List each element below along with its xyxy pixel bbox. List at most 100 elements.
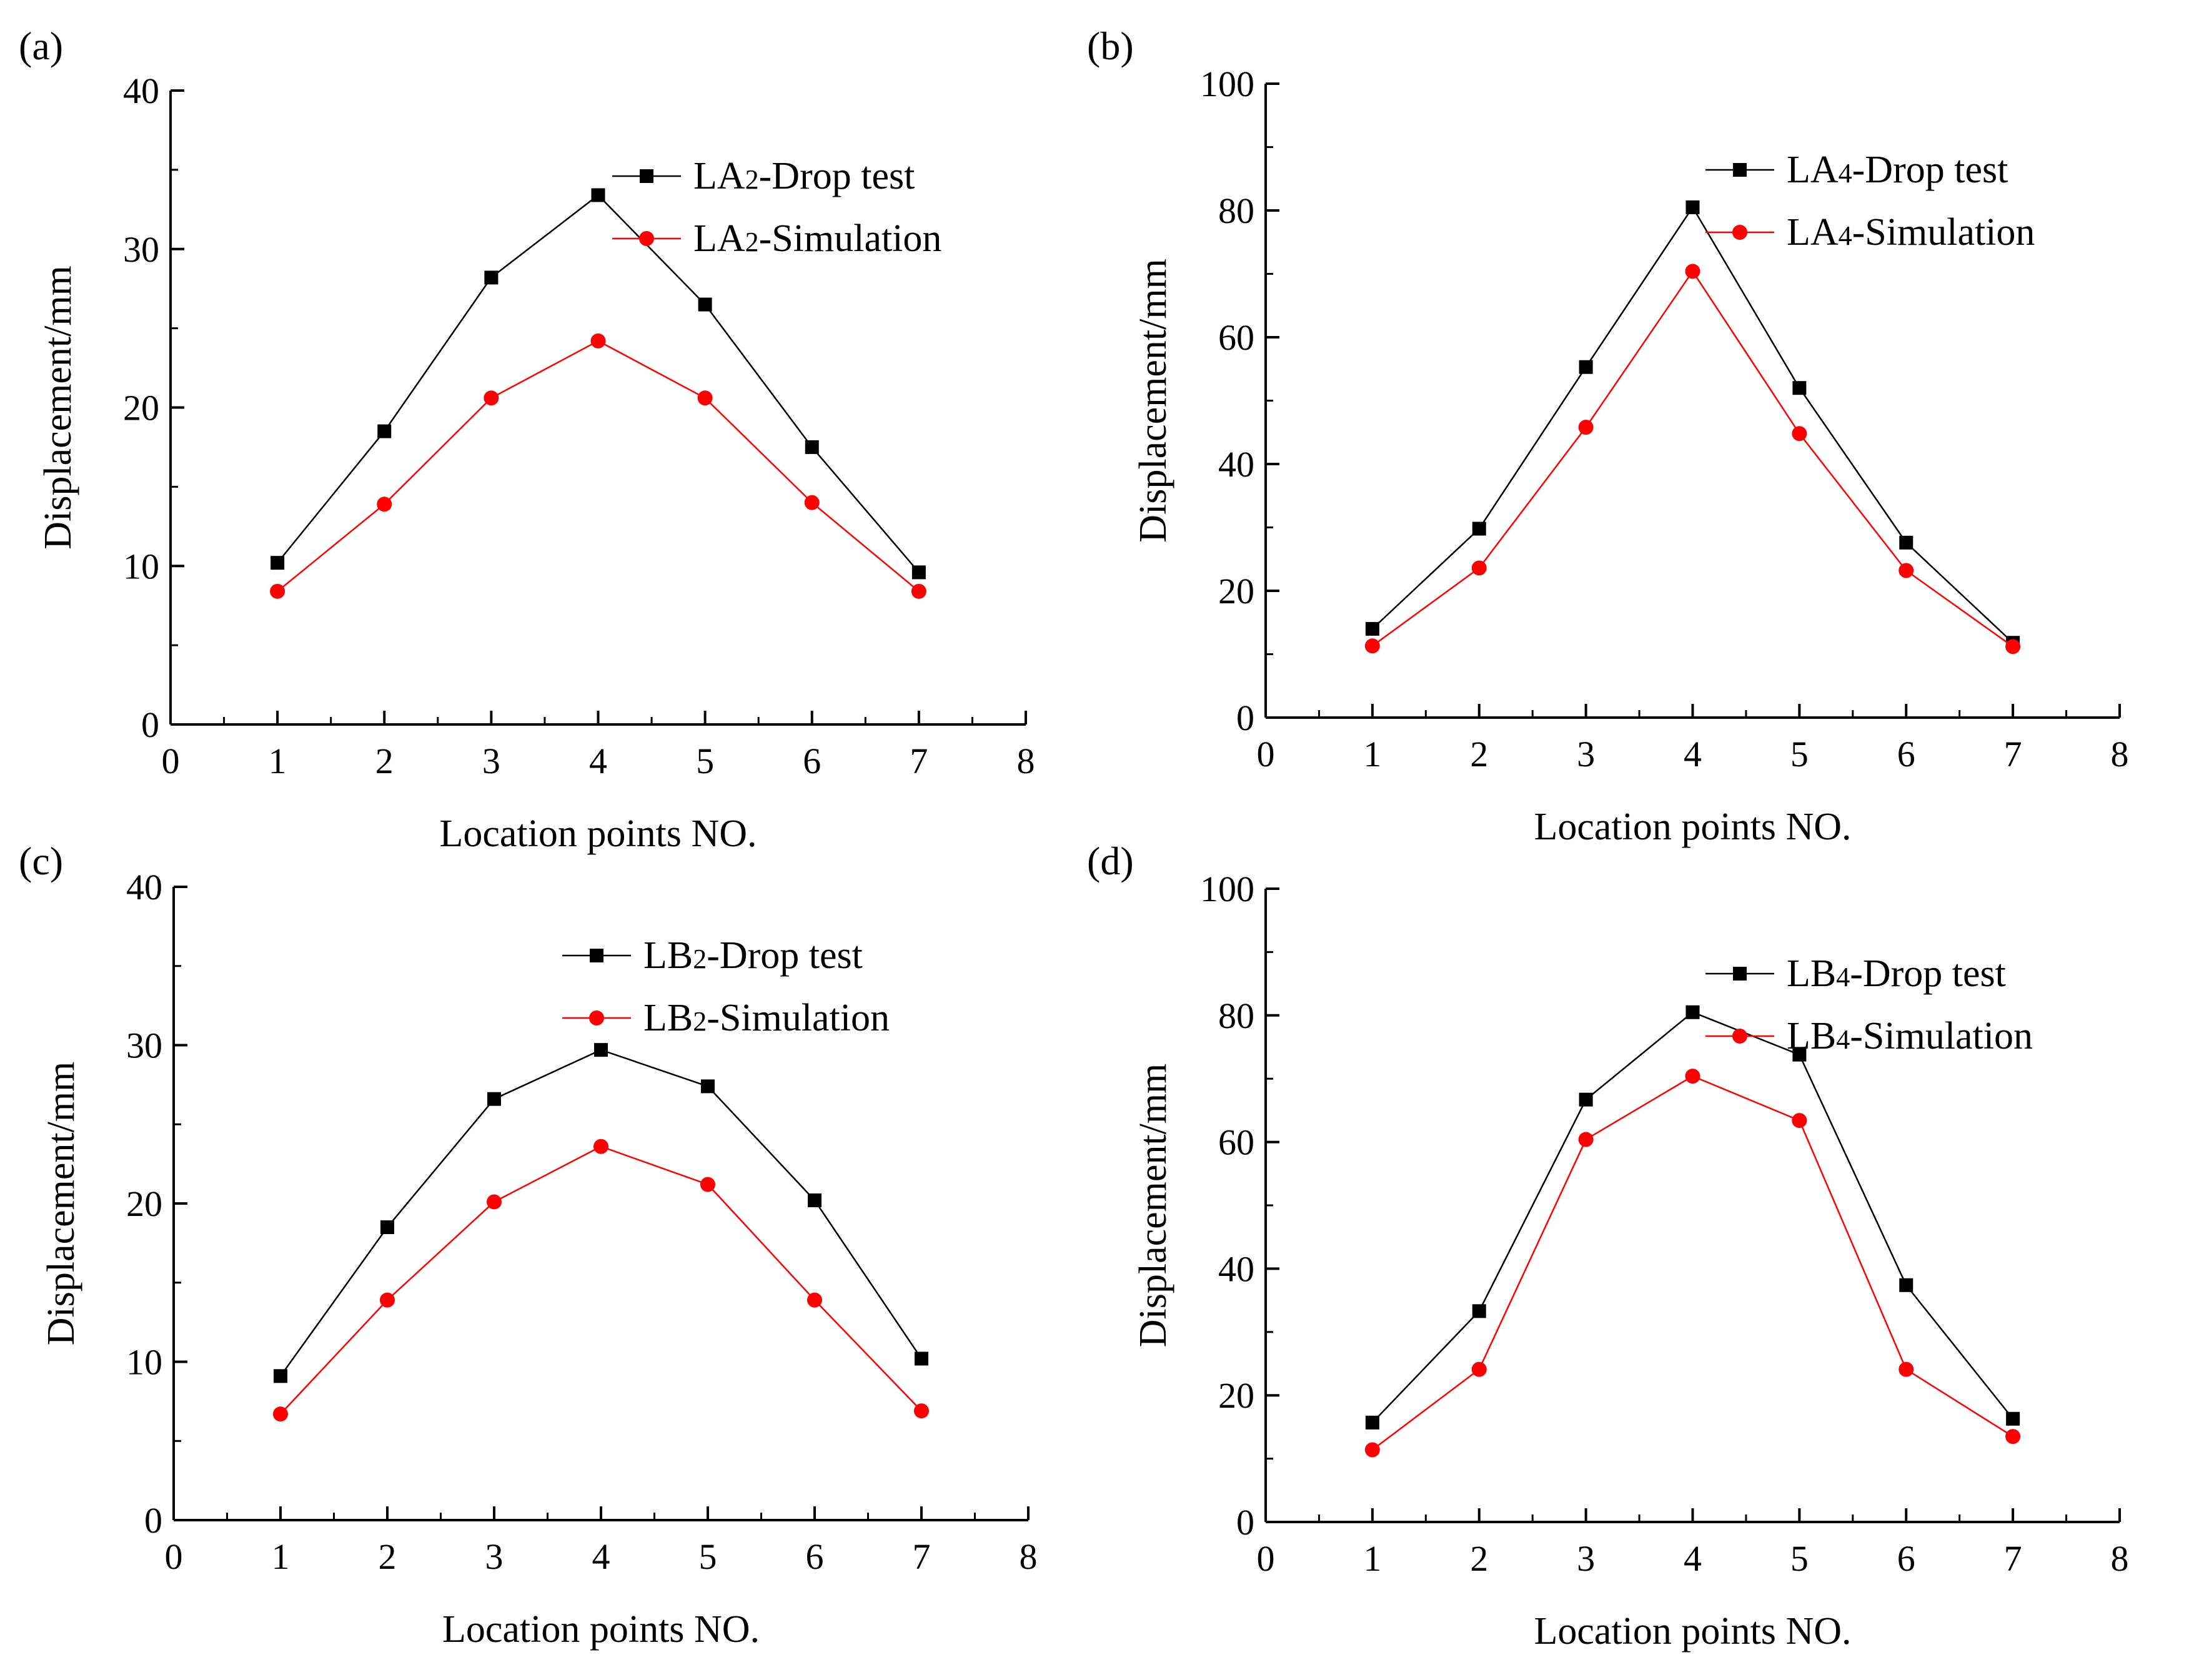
series-line xyxy=(279,1049,923,1377)
panel-label: (a) xyxy=(19,24,63,68)
x-tick-label: 5 xyxy=(1790,734,1809,774)
x-tick-label: 6 xyxy=(803,741,821,781)
legend-marker xyxy=(1732,1029,1747,1044)
y-tick-label: 30 xyxy=(123,229,159,270)
x-axis-title: Location points NO. xyxy=(440,813,757,855)
data-point xyxy=(915,1351,928,1366)
data-point xyxy=(697,390,713,406)
series-drop-test xyxy=(274,1043,928,1383)
x-tick-label: 7 xyxy=(2004,734,2022,774)
data-point xyxy=(1792,1047,1807,1062)
x-tick-label: 4 xyxy=(1684,734,1702,774)
x-tick-label: 7 xyxy=(913,1536,931,1577)
data-point xyxy=(1471,560,1487,576)
data-point xyxy=(911,565,926,580)
series-drop-test xyxy=(1365,1005,2020,1430)
legend-label-main: LA xyxy=(1787,211,1839,254)
y-tick-label: 60 xyxy=(1218,1122,1254,1163)
y-tick-label: 60 xyxy=(1218,317,1254,358)
data-point xyxy=(1792,1113,1807,1129)
x-tick-label: 0 xyxy=(1257,1538,1275,1579)
data-point xyxy=(270,583,285,599)
data-point xyxy=(911,583,926,599)
y-tick-label: 10 xyxy=(126,1342,162,1383)
legend-label-main: LB xyxy=(1787,1015,1836,1057)
series-simulation xyxy=(273,1139,929,1422)
legend-label: LB4-Simulation xyxy=(1787,1015,2033,1057)
legend-label-rest: -Drop test xyxy=(1850,952,2006,995)
y-tick-label: 30 xyxy=(126,1025,162,1066)
x-axis-title: Location points NO. xyxy=(442,1608,760,1651)
legend-label-sub: 4 xyxy=(1836,962,1850,992)
legend-label: LA4-Simulation xyxy=(1787,211,2035,254)
series-simulation xyxy=(1364,264,2021,655)
legend-entry: LB2-Simulation xyxy=(562,997,890,1039)
legend-marker xyxy=(1733,163,1747,177)
data-point xyxy=(805,440,819,454)
y-axis-title: Displacement/mm xyxy=(1132,259,1174,543)
legend-label-rest: -Drop test xyxy=(1852,149,2008,191)
series-simulation xyxy=(270,333,926,599)
data-point xyxy=(698,297,712,312)
x-tick-label: 1 xyxy=(1363,734,1381,774)
series-drop-test xyxy=(271,188,926,580)
x-tick-label: 4 xyxy=(592,1536,610,1577)
x-tick-label: 2 xyxy=(379,1536,397,1577)
data-point xyxy=(380,1292,395,1308)
y-tick-label: 0 xyxy=(1236,1502,1254,1543)
data-point xyxy=(1472,521,1486,536)
y-tick-label: 0 xyxy=(144,1500,162,1541)
x-tick-label: 3 xyxy=(1577,734,1595,774)
data-point xyxy=(1472,1304,1486,1318)
legend-label: LB2-Drop test xyxy=(643,934,863,977)
series-simulation xyxy=(1364,1069,2021,1458)
data-point xyxy=(593,1139,608,1154)
data-point xyxy=(1579,360,1593,374)
data-point xyxy=(1792,426,1807,442)
y-tick-label: 40 xyxy=(1218,444,1254,485)
y-tick-label: 80 xyxy=(1218,190,1254,231)
legend-label-sub: 4 xyxy=(1836,1024,1850,1055)
x-tick-label: 1 xyxy=(272,1536,290,1577)
series-line xyxy=(277,340,920,592)
data-point xyxy=(377,424,392,438)
data-point xyxy=(377,497,392,512)
data-point xyxy=(591,188,605,202)
x-tick-label: 2 xyxy=(1470,1538,1488,1579)
y-tick-label: 20 xyxy=(123,388,159,428)
data-point xyxy=(1685,1005,1700,1019)
panel-label: (d) xyxy=(1087,839,1134,883)
legend-marker xyxy=(590,949,603,962)
legend-entry: LB2-Drop test xyxy=(562,934,863,977)
x-tick-label: 7 xyxy=(910,741,928,781)
y-tick-label: 80 xyxy=(1218,996,1254,1036)
data-point xyxy=(1578,420,1594,435)
panel-label: (c) xyxy=(19,839,63,883)
legend-marker xyxy=(639,231,654,246)
data-point xyxy=(1471,1361,1487,1377)
x-tick-label: 1 xyxy=(1363,1538,1381,1579)
legend-label-main: LA xyxy=(693,155,745,197)
x-tick-label: 4 xyxy=(589,741,607,781)
y-axis-title: Displacement/mm xyxy=(1132,1064,1174,1348)
data-point xyxy=(1685,1069,1700,1084)
series-line xyxy=(280,1145,922,1415)
data-point xyxy=(484,270,499,285)
data-point xyxy=(1364,638,1380,654)
x-tick-label: 8 xyxy=(2111,1538,2129,1579)
data-point xyxy=(700,1177,715,1192)
data-point xyxy=(804,495,820,510)
legend-label-main: LB xyxy=(643,934,693,977)
data-point xyxy=(380,1220,394,1235)
y-tick-label: 40 xyxy=(126,867,162,907)
y-axis-title: Displacement/mm xyxy=(37,265,79,550)
legend-label-rest: -Simulation xyxy=(759,217,942,260)
y-tick-label: 20 xyxy=(126,1183,162,1224)
data-point xyxy=(807,1292,822,1308)
data-point xyxy=(1365,1415,1379,1430)
x-tick-label: 3 xyxy=(482,741,500,781)
legend-entry: LB4-Simulation xyxy=(1705,1015,2033,1057)
data-point xyxy=(1365,621,1379,636)
legend-label-main: LA xyxy=(1787,149,1839,191)
